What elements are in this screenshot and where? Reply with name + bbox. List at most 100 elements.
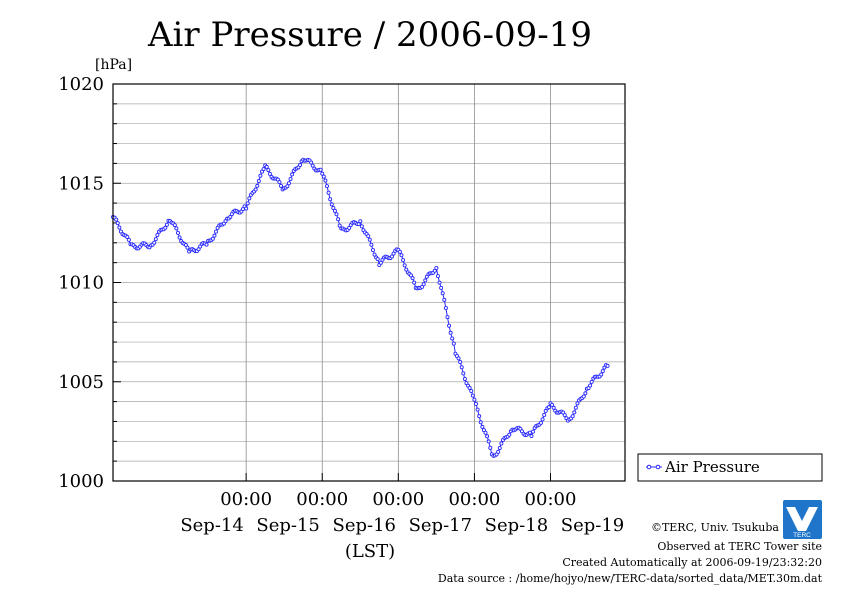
air-pressure-point: [212, 233, 217, 238]
air-pressure-point: [331, 206, 336, 211]
air-pressure-point: [375, 257, 380, 262]
air-pressure-point: [451, 341, 456, 346]
air-pressure-point: [285, 184, 290, 189]
legend-marker: [646, 464, 652, 470]
air-pressure-point: [328, 197, 333, 202]
air-pressure-point: [488, 445, 493, 450]
air-pressure-point: [152, 240, 157, 245]
air-pressure-point: [462, 376, 467, 381]
air-pressure-point: [247, 196, 252, 201]
x-axis-label: (LST): [345, 541, 395, 562]
air-pressure-point: [540, 417, 545, 422]
air-pressure-point: [320, 171, 325, 176]
terc-logo: TERC: [783, 500, 822, 539]
air-pressure-point: [459, 365, 464, 370]
air-pressure-point: [485, 434, 490, 439]
x-day-label: Sep-16: [332, 515, 396, 536]
air-pressure-point: [266, 168, 271, 173]
x-axis-ticks: 00:00 00:00 00:00 00:00 00:00 Sep-14 Sep-15 Sep…: [180, 473, 624, 536]
air-pressure-point: [589, 379, 594, 384]
air-pressure-point: [286, 181, 291, 186]
air-pressure-point: [347, 225, 352, 230]
air-pressure-point: [423, 278, 428, 283]
air-pressure-point: [412, 280, 417, 285]
air-pressure-point: [435, 274, 440, 279]
x-tick-time-label: 00:00: [220, 489, 272, 510]
air-pressure-point: [401, 258, 406, 263]
air-pressure-point: [359, 224, 364, 229]
x-tick-time-label: 00:00: [448, 489, 500, 510]
air-pressure-point: [542, 412, 547, 417]
air-pressure-point: [245, 201, 250, 206]
air-pressure-point: [290, 172, 295, 177]
terc-logo-mark: [786, 507, 818, 531]
air-pressure-point: [356, 222, 361, 227]
air-pressure-point: [372, 252, 377, 257]
air-pressure-point: [402, 263, 407, 268]
y-tick-label: 1020: [58, 74, 104, 95]
air-pressure-point: [163, 225, 168, 230]
air-pressure-point: [581, 394, 586, 399]
air-pressure-point: [214, 229, 219, 234]
air-pressure-point: [456, 356, 461, 361]
air-pressure-point: [185, 245, 190, 250]
x-tick-time-label: 00:00: [296, 489, 348, 510]
air-pressure-point: [440, 291, 445, 296]
air-pressure-point: [267, 171, 272, 176]
air-pressure-point: [573, 405, 578, 410]
x-tick-time-label: 00:00: [372, 489, 424, 510]
air-pressure-point: [443, 306, 448, 311]
air-pressure-point: [155, 233, 160, 238]
air-pressure-point: [439, 285, 444, 290]
air-pressure-point: [117, 225, 122, 230]
air-pressure-point: [174, 226, 179, 231]
air-pressure-point: [410, 276, 415, 281]
air-pressure-point: [399, 253, 404, 258]
air-pressure-point: [358, 219, 363, 224]
air-pressure-point: [480, 424, 485, 429]
air-pressure-point: [288, 176, 293, 181]
air-pressure-point: [324, 184, 329, 189]
air-pressure-point: [529, 434, 534, 439]
air-pressure-point: [496, 449, 501, 454]
air-pressure-point: [378, 260, 383, 265]
source-text: Data source : /home/hojyo/new/TERC-data/…: [438, 572, 823, 585]
air-pressure-point: [277, 180, 282, 185]
air-pressure-point: [527, 430, 532, 435]
y-tick-label: 1005: [58, 372, 104, 393]
air-pressure-point: [497, 445, 502, 450]
air-pressure-point: [204, 242, 209, 247]
air-pressure-point: [334, 212, 339, 217]
air-pressure-point: [366, 234, 371, 239]
air-pressure-point: [255, 183, 260, 188]
air-pressure-point: [318, 167, 323, 172]
air-pressure-point: [114, 217, 119, 222]
air-pressure-point: [261, 167, 266, 172]
air-pressure-point: [337, 223, 342, 228]
air-pressure-point: [450, 336, 455, 341]
legend-label: Air Pressure: [664, 458, 760, 476]
air-pressure-point: [469, 388, 474, 393]
air-pressure-point: [434, 266, 439, 271]
air-pressure-point: [473, 401, 478, 406]
air-pressure-point: [321, 174, 326, 179]
air-pressure-point: [599, 372, 604, 377]
terc-logo-text: TERC: [793, 532, 811, 539]
air-pressure-point: [588, 383, 593, 388]
x-day-label: Sep-19: [561, 515, 625, 536]
air-pressure-point: [329, 202, 334, 207]
air-pressure-point: [298, 163, 303, 168]
air-pressure-point: [164, 222, 169, 227]
air-pressure-point: [458, 360, 463, 365]
y-axis-label: [hPa]: [95, 57, 132, 73]
air-pressure-point: [279, 183, 284, 188]
air-pressure-point: [478, 420, 483, 425]
air-pressure-point: [126, 237, 131, 242]
air-pressure-point: [461, 371, 466, 376]
air-pressure-point: [421, 282, 426, 287]
legend-box: [637, 453, 823, 482]
air-pressure-point: [546, 405, 551, 410]
air-pressure-point: [153, 237, 158, 242]
air-pressure-point: [336, 217, 341, 222]
